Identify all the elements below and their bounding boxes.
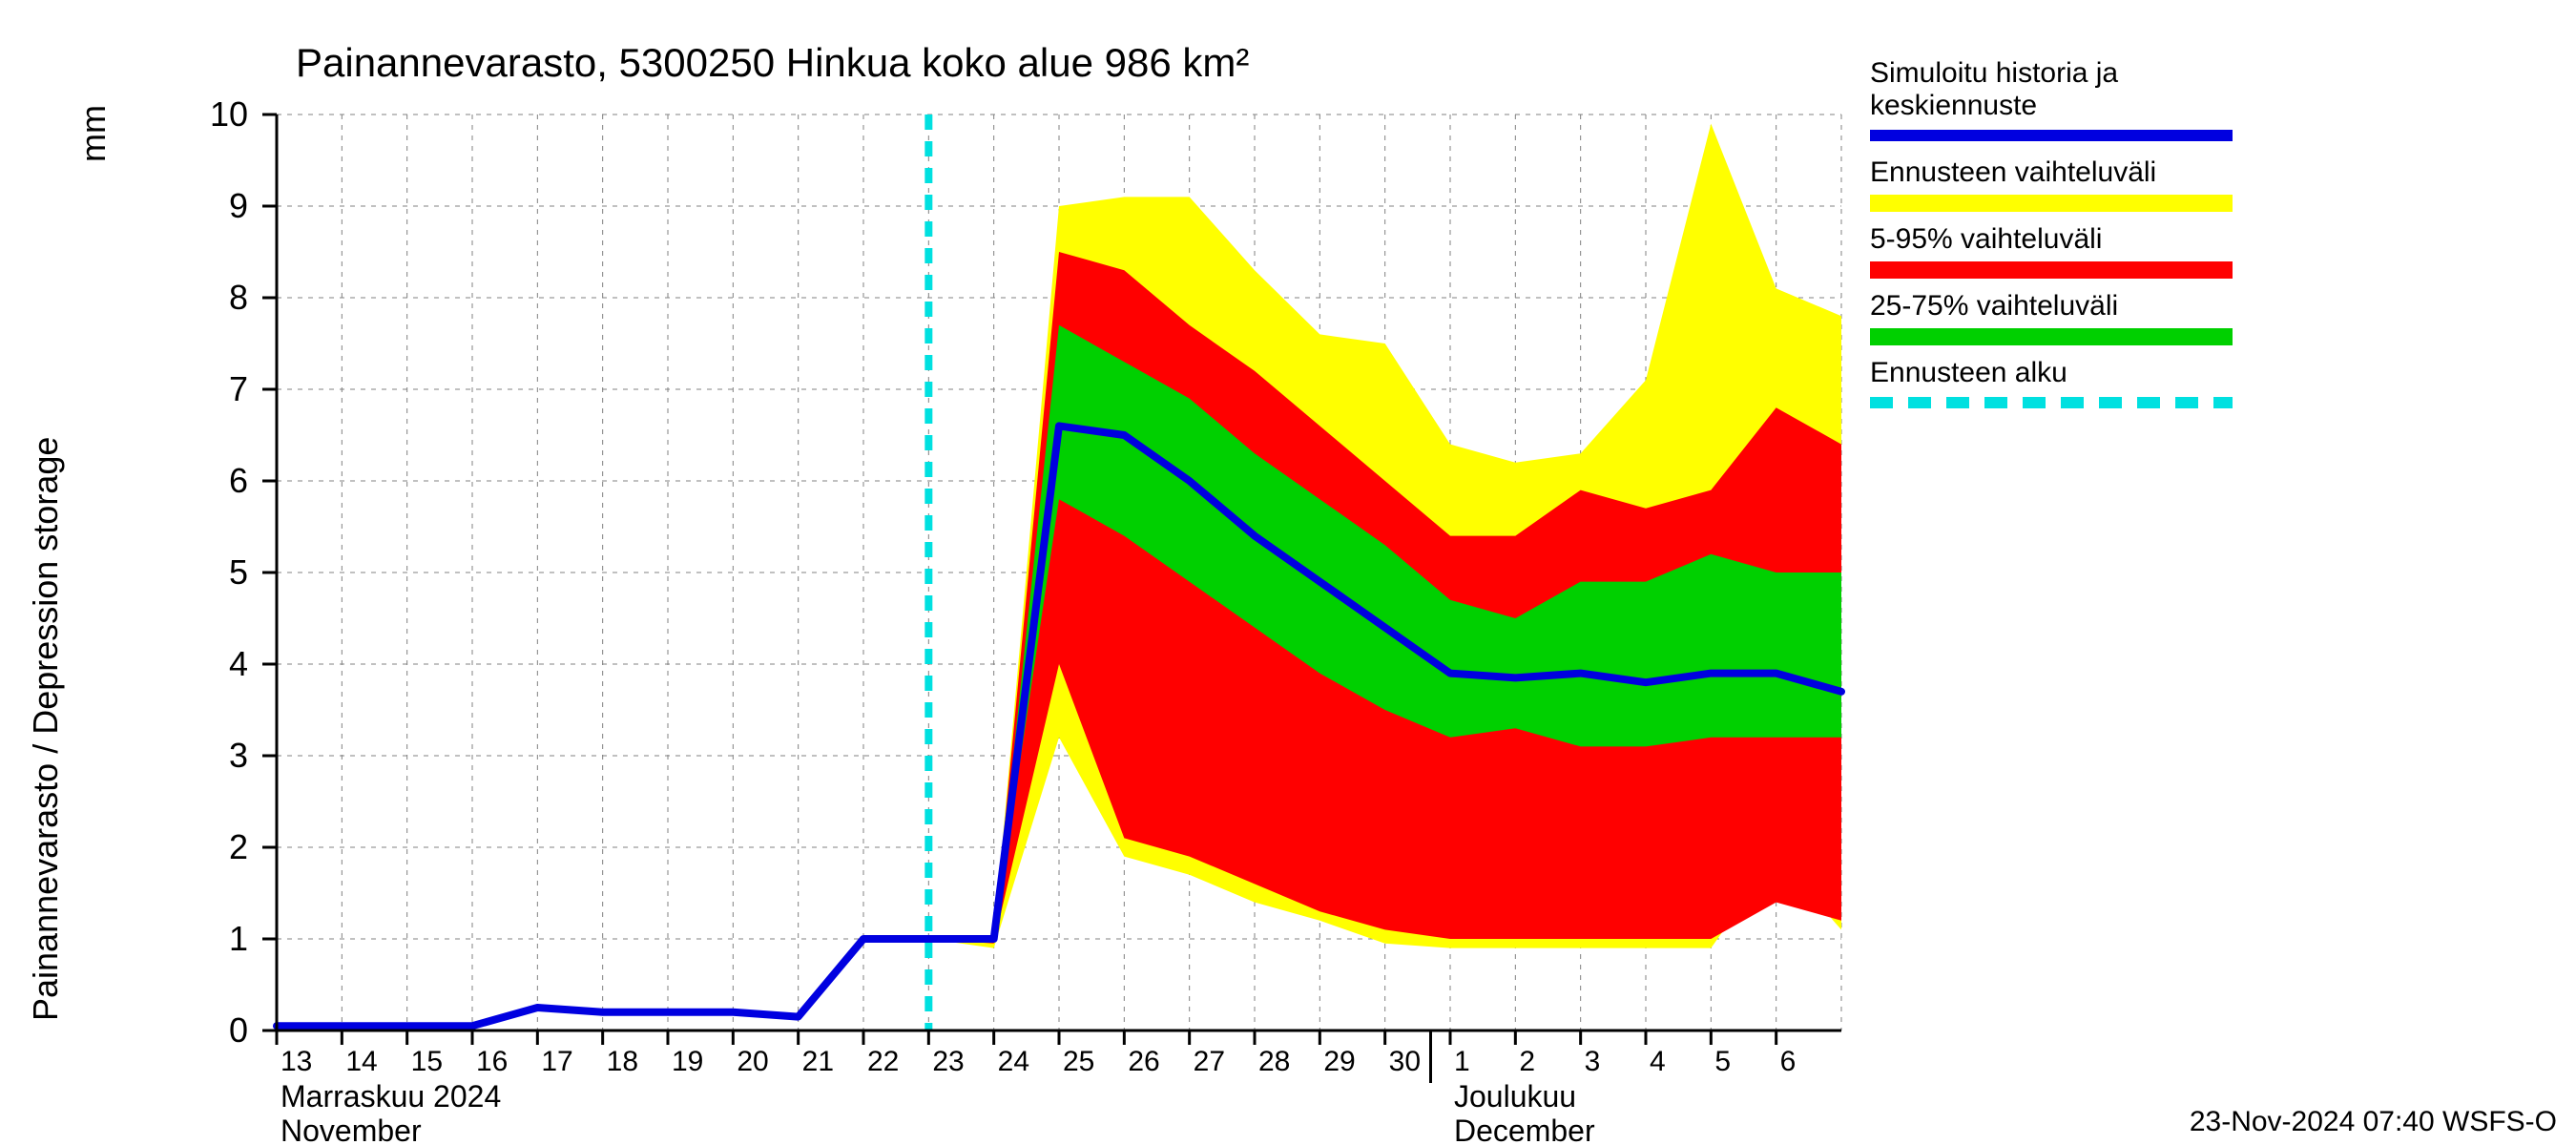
legend-label: Ennusteen alku	[1870, 357, 2067, 388]
chart-title: Painannevarasto, 5300250 Hinkua koko alu…	[296, 40, 1249, 85]
ytick-label: 5	[229, 552, 248, 592]
xtick-label: 21	[802, 1046, 834, 1077]
xtick-label: 18	[607, 1046, 638, 1077]
xtick-label: 13	[280, 1046, 312, 1077]
xtick-label: 5	[1714, 1046, 1731, 1077]
ytick-label: 9	[229, 186, 248, 225]
ytick-label: 1	[229, 919, 248, 958]
xtick-label: 16	[476, 1046, 508, 1077]
legend-swatch-block	[1870, 261, 2233, 279]
legend-label: 5-95% vaihteluväli	[1870, 223, 2102, 255]
month-label: Marraskuu 2024	[280, 1079, 501, 1114]
legend-swatch-block	[1870, 195, 2233, 212]
xtick-label: 25	[1063, 1046, 1094, 1077]
legend-label: 25-75% vaihteluväli	[1870, 290, 2118, 322]
xtick-label: 3	[1585, 1046, 1601, 1077]
xtick-label: 28	[1258, 1046, 1290, 1077]
xtick-label: 19	[672, 1046, 703, 1077]
ytick-label: 0	[229, 1010, 248, 1050]
xtick-label: 26	[1128, 1046, 1159, 1077]
xtick-label: 20	[737, 1046, 768, 1077]
month-label: December	[1454, 1114, 1595, 1145]
y-axis-unit: mm	[73, 105, 113, 162]
xtick-label: 6	[1780, 1046, 1797, 1077]
ytick-label: 2	[229, 827, 248, 866]
ytick-label: 6	[229, 461, 248, 500]
ytick-label: 7	[229, 369, 248, 408]
ytick-label: 8	[229, 278, 248, 317]
xtick-label: 27	[1194, 1046, 1225, 1077]
xtick-label: 14	[345, 1046, 377, 1077]
xtick-label: 22	[867, 1046, 899, 1077]
legend-label: Ennusteen vaihteluväli	[1870, 156, 2156, 188]
xtick-label: 4	[1650, 1046, 1666, 1077]
month-label: Joulukuu	[1454, 1079, 1576, 1114]
ytick-label: 3	[229, 736, 248, 775]
forecast-chart: 0123456789101314151617181920212223242526…	[0, 0, 2576, 1145]
xtick-label: 17	[541, 1046, 572, 1077]
legend-label: keskiennuste	[1870, 90, 2037, 121]
legend-label: Simuloitu historia ja	[1870, 57, 2118, 89]
ytick-label: 10	[210, 94, 248, 134]
xtick-label: 2	[1519, 1046, 1535, 1077]
xtick-label: 1	[1454, 1046, 1470, 1077]
footer-timestamp: 23-Nov-2024 07:40 WSFS-O	[2190, 1106, 2557, 1137]
xtick-label: 23	[932, 1046, 964, 1077]
month-label: November	[280, 1114, 422, 1145]
xtick-label: 24	[998, 1046, 1029, 1077]
y-axis-label: Painannevarasto / Depression storage	[26, 437, 65, 1021]
xtick-label: 29	[1323, 1046, 1355, 1077]
xtick-label: 30	[1389, 1046, 1421, 1077]
ytick-label: 4	[229, 644, 248, 683]
legend-swatch-block	[1870, 328, 2233, 345]
xtick-label: 15	[411, 1046, 443, 1077]
chart-container: 0123456789101314151617181920212223242526…	[0, 0, 2576, 1145]
